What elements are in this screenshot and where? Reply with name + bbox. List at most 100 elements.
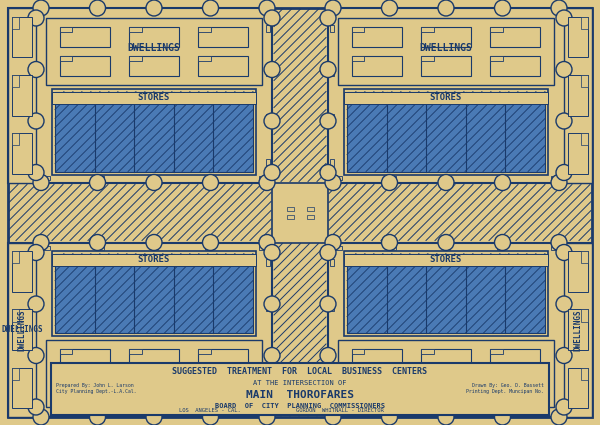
- Text: STORES: STORES: [138, 93, 170, 102]
- Bar: [328, 243, 592, 417]
- Circle shape: [203, 409, 218, 425]
- Bar: [12, 251, 32, 292]
- Bar: [46, 340, 262, 407]
- Bar: [129, 349, 142, 354]
- Bar: [266, 259, 270, 266]
- Circle shape: [146, 0, 162, 16]
- Bar: [330, 25, 334, 31]
- Bar: [347, 253, 545, 334]
- Circle shape: [551, 235, 567, 250]
- Bar: [330, 114, 334, 121]
- Circle shape: [264, 296, 280, 312]
- Bar: [335, 246, 341, 249]
- Bar: [129, 56, 142, 61]
- Bar: [52, 91, 256, 104]
- Circle shape: [146, 409, 162, 425]
- Bar: [266, 159, 270, 166]
- Bar: [490, 56, 540, 76]
- Bar: [344, 253, 548, 266]
- Bar: [60, 378, 110, 398]
- Bar: [421, 27, 434, 31]
- Text: GORDON  WHITNALL - DIRECTOR: GORDON WHITNALL - DIRECTOR: [296, 408, 384, 413]
- Bar: [272, 182, 328, 243]
- Bar: [568, 17, 588, 57]
- Text: STORES: STORES: [430, 93, 462, 102]
- Bar: [568, 368, 588, 408]
- Bar: [266, 304, 270, 311]
- Text: STORES: STORES: [430, 255, 462, 264]
- Bar: [307, 207, 314, 210]
- Circle shape: [203, 175, 218, 190]
- Circle shape: [320, 348, 336, 363]
- Circle shape: [382, 235, 398, 250]
- Circle shape: [320, 62, 336, 77]
- Circle shape: [556, 10, 572, 26]
- Bar: [12, 309, 19, 322]
- Bar: [490, 378, 540, 398]
- Circle shape: [556, 244, 572, 261]
- Bar: [330, 304, 334, 311]
- Bar: [205, 176, 212, 179]
- Circle shape: [494, 175, 511, 190]
- Circle shape: [320, 296, 336, 312]
- Bar: [12, 133, 32, 174]
- Circle shape: [320, 164, 336, 181]
- Bar: [97, 176, 104, 179]
- Circle shape: [556, 164, 572, 181]
- Bar: [581, 133, 588, 145]
- Bar: [581, 75, 588, 87]
- Circle shape: [146, 175, 162, 190]
- Text: MAIN  THOROFARES: MAIN THOROFARES: [246, 390, 354, 400]
- Bar: [51, 363, 549, 415]
- Bar: [55, 253, 253, 334]
- Bar: [12, 133, 19, 145]
- Bar: [43, 176, 49, 179]
- Bar: [8, 8, 36, 182]
- Circle shape: [382, 0, 398, 16]
- Circle shape: [264, 244, 280, 261]
- Circle shape: [259, 0, 275, 16]
- Bar: [199, 378, 211, 383]
- Bar: [568, 251, 588, 292]
- Bar: [43, 246, 49, 249]
- Bar: [421, 378, 471, 398]
- Bar: [347, 91, 545, 172]
- Bar: [335, 176, 341, 179]
- Circle shape: [146, 235, 162, 250]
- Bar: [266, 114, 270, 121]
- Circle shape: [89, 0, 106, 16]
- Bar: [352, 378, 401, 398]
- Circle shape: [556, 62, 572, 77]
- Bar: [328, 8, 592, 182]
- Circle shape: [259, 175, 275, 190]
- Bar: [389, 176, 395, 179]
- Circle shape: [556, 296, 572, 312]
- Bar: [199, 349, 248, 369]
- Bar: [12, 309, 32, 350]
- Bar: [287, 215, 293, 218]
- Bar: [564, 243, 592, 417]
- Circle shape: [259, 235, 275, 250]
- Circle shape: [89, 235, 106, 250]
- Text: Drawn By: Geo. D. Bassett
Printing Dept. Muncipan No.: Drawn By: Geo. D. Bassett Printing Dept.…: [466, 383, 544, 394]
- Circle shape: [382, 175, 398, 190]
- Bar: [12, 368, 32, 408]
- Circle shape: [28, 399, 44, 415]
- Circle shape: [325, 175, 341, 190]
- Circle shape: [264, 113, 280, 129]
- Bar: [60, 56, 110, 76]
- Bar: [60, 56, 72, 61]
- Bar: [287, 207, 293, 210]
- Bar: [568, 133, 588, 174]
- Circle shape: [203, 0, 218, 16]
- Bar: [151, 246, 157, 249]
- Text: DWELLINGS: DWELLINGS: [17, 309, 26, 351]
- Bar: [352, 27, 364, 31]
- Bar: [581, 17, 588, 29]
- Bar: [421, 349, 471, 369]
- Circle shape: [320, 10, 336, 26]
- Bar: [8, 243, 272, 417]
- Text: LOS  ANGELES - CAL.: LOS ANGELES - CAL.: [179, 408, 241, 413]
- Circle shape: [33, 175, 49, 190]
- Bar: [352, 349, 364, 354]
